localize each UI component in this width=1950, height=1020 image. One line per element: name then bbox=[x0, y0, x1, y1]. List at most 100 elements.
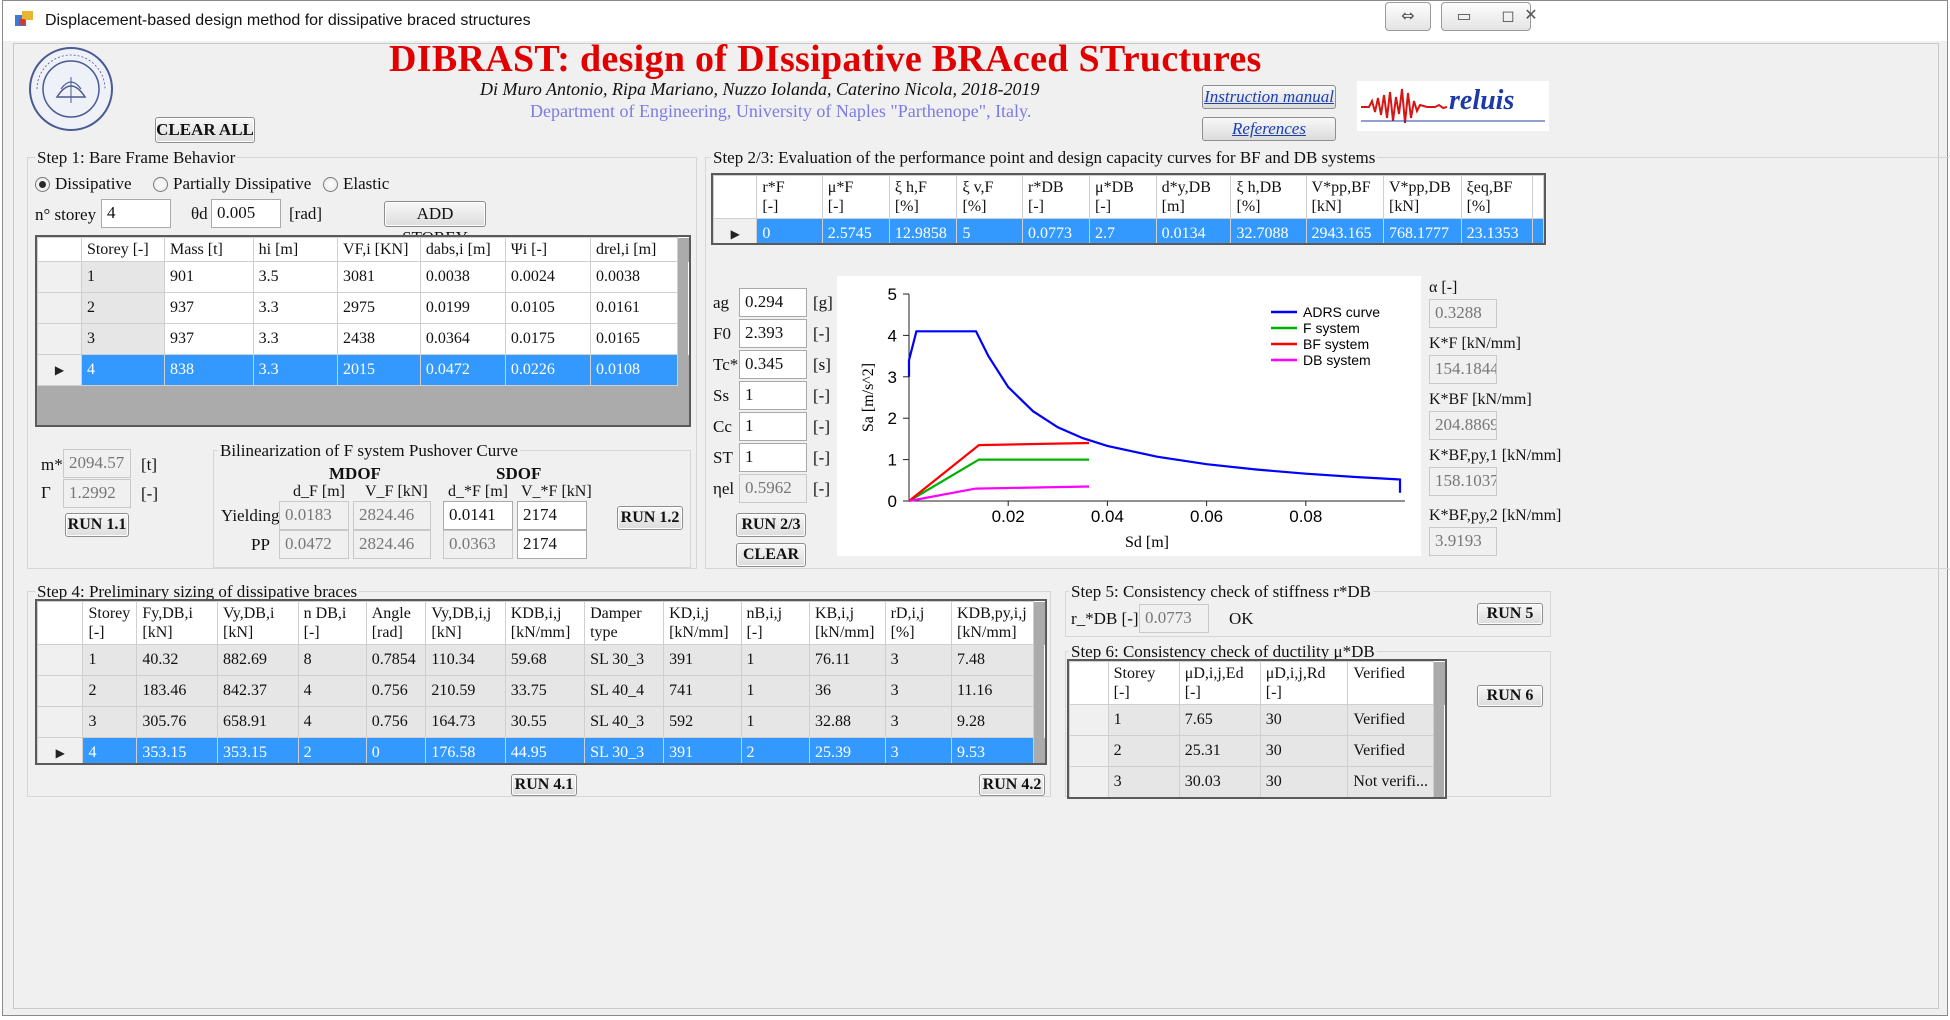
bare-frame-cell[interactable]: 3.3 bbox=[252, 354, 339, 386]
row-selector-arrow-icon[interactable]: ▶ bbox=[37, 354, 82, 386]
bare-frame-col-header[interactable]: VF,i [KN] bbox=[337, 237, 421, 262]
sizing-cell[interactable]: SL 30_3 bbox=[584, 737, 665, 763]
ductility-row[interactable]: ▶42.8030Verified bbox=[1070, 798, 1445, 800]
ductility-cell[interactable]: Verified bbox=[1347, 735, 1434, 767]
performance-col-header[interactable]: μ*DB [-] bbox=[1089, 175, 1157, 219]
performance-col-header[interactable]: ξ v,F [%] bbox=[956, 175, 1023, 219]
bare-frame-cell[interactable]: 2975 bbox=[337, 292, 421, 324]
sizing-col-header[interactable]: KDB,py,i,j [kN/mm] bbox=[951, 601, 1034, 645]
performance-col-header[interactable]: d*y,DB [m] bbox=[1155, 175, 1232, 219]
ductility-row[interactable]: 2 25.31 30 Verified bbox=[1069, 735, 1445, 767]
sizing-cell[interactable]: 1 bbox=[740, 675, 810, 707]
ductility-cell[interactable]: 30 bbox=[1259, 766, 1349, 797]
ductility-col-header[interactable]: μD,i,j,Rd [-] bbox=[1259, 661, 1349, 705]
radio-partially-dissipative[interactable] bbox=[153, 177, 168, 192]
radio-dissipative[interactable] bbox=[35, 177, 50, 192]
performance-col-header[interactable]: μ*F [-] bbox=[821, 175, 890, 219]
sizing-cell[interactable]: 11.16 bbox=[951, 675, 1034, 707]
ductility-cell[interactable]: Verified bbox=[1348, 798, 1434, 800]
sizing-cell[interactable]: 183.46 bbox=[136, 675, 218, 707]
clear-all-button[interactable]: CLEAR ALL bbox=[155, 117, 255, 143]
sizing-cell[interactable]: 3 bbox=[884, 644, 953, 676]
ductility-row[interactable]: 1 7.65 30 Verified bbox=[1069, 704, 1445, 736]
performance-cell[interactable]: 2.5745 bbox=[821, 218, 890, 243]
performance-row[interactable]: ▶ 0 2.5745 12.9858 5 0.0773 2.7 0.0134 32.7088 29… bbox=[713, 218, 1544, 243]
bare-frame-cell[interactable]: 1 bbox=[80, 261, 166, 293]
sizing-cell[interactable]: 4 bbox=[82, 737, 138, 763]
sizing-cell[interactable]: 658.91 bbox=[216, 706, 299, 738]
param-input[interactable]: 1 bbox=[739, 412, 807, 441]
sizing-cell[interactable]: 3 bbox=[82, 706, 138, 738]
sizing-col-header[interactable]: Vy,DB,i,j [kN] bbox=[425, 601, 506, 645]
run-6-button[interactable]: RUN 6 bbox=[1477, 685, 1543, 707]
sizing-row[interactable]: 1 40.32 882.69 8 0.7854 110.34 59.68 SL 30_3 391… bbox=[37, 644, 1045, 676]
ductility-cell[interactable]: 4 bbox=[1108, 798, 1179, 800]
bare-frame-cell[interactable]: 0.0108 bbox=[589, 354, 679, 386]
sizing-cell[interactable]: 176.58 bbox=[425, 737, 506, 763]
bare-frame-cell[interactable]: 838 bbox=[164, 354, 254, 386]
ductility-row-header[interactable] bbox=[1069, 735, 1109, 767]
sizing-row-header[interactable] bbox=[37, 675, 84, 707]
bare-frame-row[interactable]: 1 901 3.5 3081 0.0038 0.0024 0.0038 bbox=[37, 261, 689, 293]
sizing-col-header[interactable]: Vy,DB,i [kN] bbox=[216, 601, 299, 645]
ductility-cell[interactable]: 30 bbox=[1259, 735, 1349, 767]
run-2-3-button[interactable]: RUN 2/3 bbox=[736, 513, 806, 537]
param-input[interactable]: 2.393 bbox=[739, 319, 807, 348]
sizing-cell[interactable]: 353.15 bbox=[136, 737, 218, 763]
bare-frame-cell[interactable]: 0.0024 bbox=[504, 261, 591, 293]
sizing-row[interactable]: 3 305.76 658.91 4 0.756 164.73 30.55 SL 40_3 592… bbox=[37, 706, 1045, 738]
ductility-cell[interactable]: 3 bbox=[1107, 766, 1180, 797]
bare-frame-row[interactable]: ▶ 4 838 3.3 2015 0.0472 0.0226 0.0108 bbox=[37, 354, 689, 386]
sizing-cell[interactable]: 4 bbox=[297, 706, 367, 738]
sizing-col-header[interactable]: KD,i,j [kN/mm] bbox=[663, 601, 742, 645]
add-storey-button[interactable]: ADD STOREY bbox=[384, 201, 486, 247]
bare-frame-col-header[interactable]: dabs,i [m] bbox=[419, 237, 506, 262]
performance-col-header[interactable]: ξ h,DB [%] bbox=[1230, 175, 1307, 219]
row-selector-arrow-icon[interactable]: ▶ bbox=[713, 218, 758, 243]
sizing-cell[interactable]: 32.88 bbox=[808, 706, 886, 738]
performance-cell[interactable]: 23.1353 bbox=[1460, 218, 1534, 243]
param-input[interactable]: 0.345 bbox=[739, 350, 807, 379]
ductility-cell[interactable]: Not verifi... bbox=[1347, 766, 1434, 797]
param-input[interactable]: 0.294 bbox=[739, 288, 807, 317]
run-4-2-button[interactable]: RUN 4.2 bbox=[979, 774, 1045, 796]
sizing-cell[interactable]: SL 30_3 bbox=[584, 644, 665, 676]
sizing-cell[interactable]: 76.11 bbox=[808, 644, 886, 676]
theta-input[interactable]: 0.005 bbox=[211, 199, 281, 228]
sizing-cell[interactable]: 40.32 bbox=[136, 644, 218, 676]
sizing-row-header[interactable] bbox=[37, 644, 84, 676]
bare-frame-cell[interactable]: 0.0226 bbox=[504, 354, 591, 386]
bare-frame-cell[interactable]: 3.5 bbox=[252, 261, 339, 293]
bare-frame-row[interactable]: 2 937 3.3 2975 0.0199 0.0105 0.0161 bbox=[37, 292, 689, 324]
bare-frame-cell[interactable]: 3.3 bbox=[252, 323, 339, 355]
run-5-button[interactable]: RUN 5 bbox=[1477, 603, 1543, 625]
bare-frame-row-header[interactable] bbox=[37, 261, 82, 293]
sizing-cell[interactable]: 2 bbox=[740, 737, 810, 763]
sizing-cell[interactable]: 2 bbox=[82, 675, 138, 707]
performance-cell[interactable]: 12.9858 bbox=[888, 218, 958, 243]
sizing-col-header[interactable]: KDB,i,j [kN/mm] bbox=[504, 601, 586, 645]
bare-frame-col-header[interactable]: Storey [-] bbox=[80, 237, 166, 262]
sizing-row[interactable]: 2 183.46 842.37 4 0.756 210.59 33.75 SL 40_4 741… bbox=[37, 675, 1045, 707]
bare-frame-cell[interactable]: 2 bbox=[80, 292, 166, 324]
sizing-cell[interactable]: 8 bbox=[297, 644, 367, 676]
performance-cell[interactable]: 2943.165 bbox=[1305, 218, 1384, 243]
n-storey-input[interactable]: 4 bbox=[101, 199, 171, 228]
performance-col-header[interactable]: ξ h,F [%] bbox=[888, 175, 958, 219]
bare-frame-cell[interactable]: 3081 bbox=[337, 261, 421, 293]
instruction-manual-button[interactable]: Instruction manual bbox=[1202, 85, 1336, 109]
ductility-cell[interactable]: 2 bbox=[1107, 735, 1180, 767]
ductility-cell[interactable]: 1 bbox=[1107, 704, 1180, 736]
sizing-cell[interactable]: 9.28 bbox=[951, 706, 1034, 738]
ductility-cell[interactable]: 30.03 bbox=[1178, 766, 1261, 797]
bare-frame-cell[interactable]: 937 bbox=[164, 323, 254, 355]
performance-col-header[interactable]: r*DB [-] bbox=[1021, 175, 1091, 219]
ductility-row-header[interactable] bbox=[1069, 766, 1109, 797]
sizing-row-header[interactable] bbox=[37, 706, 84, 738]
maximize-button[interactable]: ◻ bbox=[1501, 6, 1515, 25]
sizing-cell[interactable]: 3 bbox=[884, 675, 953, 707]
sizing-cell[interactable]: 0.756 bbox=[365, 675, 427, 707]
ductility-col-header[interactable]: Verified bbox=[1347, 661, 1434, 705]
sizing-cell[interactable]: 842.37 bbox=[216, 675, 299, 707]
bare-frame-cell[interactable]: 0.0175 bbox=[504, 323, 591, 355]
